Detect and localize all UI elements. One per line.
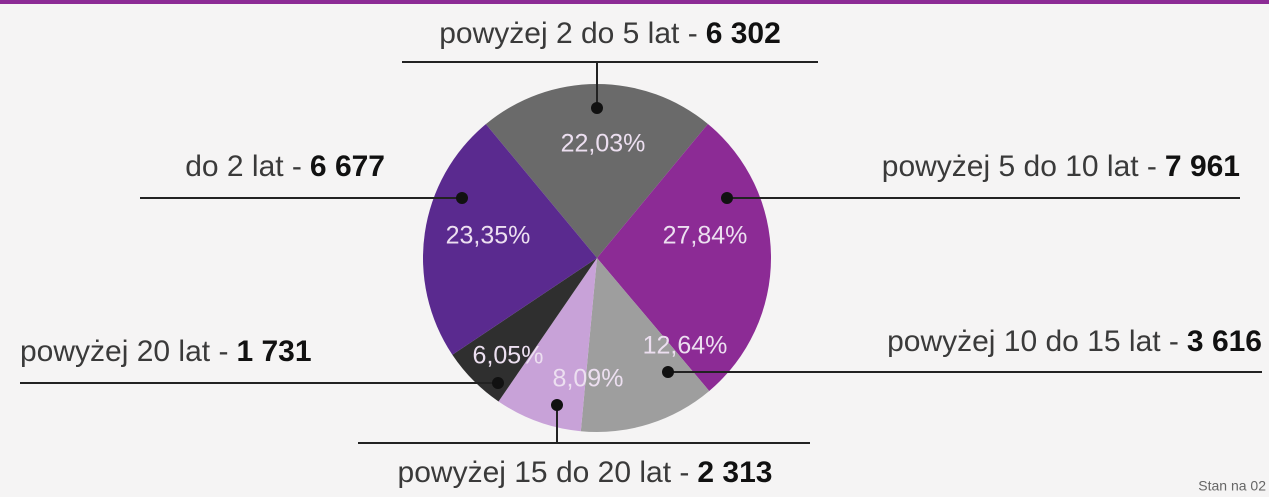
- pie-slice: [597, 123, 771, 391]
- category-label: powyżej 10 do 15 lat -: [887, 325, 1179, 358]
- top-border: [0, 0, 1269, 4]
- percent-label: 23,35%: [446, 222, 531, 250]
- category-label: powyżej 5 do 10 lat -: [882, 150, 1157, 183]
- callout-label: powyżej 5 do 10 lat -7 961: [882, 150, 1240, 183]
- leader-dot: [721, 192, 733, 204]
- leader-dot: [456, 192, 468, 204]
- category-label: powyżej 15 do 20 lat -: [398, 456, 690, 489]
- percent-label: 22,03%: [561, 130, 646, 158]
- count-label: 6 302: [706, 17, 781, 50]
- percent-label: 27,84%: [663, 222, 748, 250]
- callout-label: do 2 lat -6 677: [185, 150, 385, 183]
- category-label: powyżej 20 lat -: [20, 335, 228, 368]
- category-label: powyżej 2 do 5 lat -: [439, 17, 697, 50]
- count-label: 1 731: [236, 335, 311, 368]
- leader-dot: [551, 399, 563, 411]
- leader-dot: [662, 366, 674, 378]
- percent-label: 6,05%: [473, 342, 544, 370]
- footnote: Stan na 02: [1198, 478, 1266, 494]
- pie-slice: [498, 258, 597, 432]
- pie-slice: [580, 258, 710, 433]
- callout-label: powyżej 10 do 15 lat -3 616: [887, 325, 1262, 358]
- category-label: do 2 lat -: [185, 150, 302, 183]
- callout-label: powyżej 20 lat -1 731: [20, 335, 312, 368]
- percent-label: 8,09%: [553, 365, 624, 393]
- leader-dot: [492, 377, 504, 389]
- count-label: 6 677: [310, 150, 385, 183]
- count-label: 2 313: [697, 456, 772, 489]
- percent-label: 12,64%: [643, 332, 728, 360]
- callout-label: powyżej 15 do 20 lat -2 313: [398, 456, 773, 489]
- count-label: 3 616: [1187, 325, 1262, 358]
- leader-dot: [591, 102, 603, 114]
- pie-slice: [423, 124, 597, 355]
- pie-slice: [452, 258, 597, 402]
- count-label: 7 961: [1165, 150, 1240, 183]
- callout-label: powyżej 2 do 5 lat - 6 302: [439, 17, 781, 50]
- pie-slice: [485, 84, 708, 258]
